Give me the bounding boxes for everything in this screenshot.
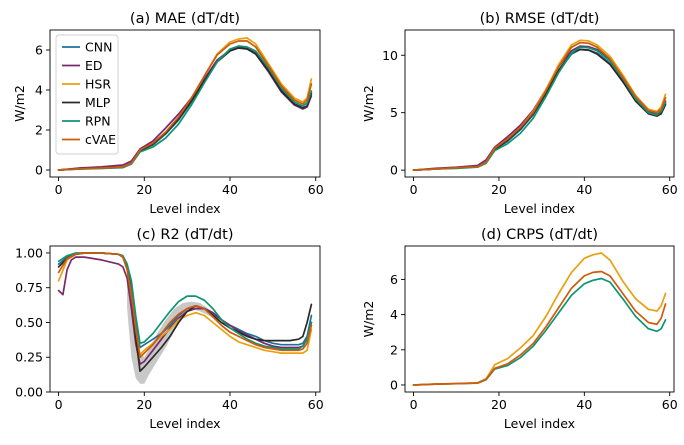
legend-label-cvae: cVAE [85, 132, 116, 147]
x-tick-label: 40 [222, 397, 238, 412]
y-tick-label: 0.00 [15, 385, 43, 400]
legend-label-hsr: HSR [85, 77, 111, 92]
series-line-cvae [57, 252, 313, 359]
x-tick-label: 0 [55, 397, 63, 412]
y-tick-label: 0.75 [15, 280, 43, 295]
x-tick-label: 40 [222, 182, 238, 197]
x-tick-label: 60 [662, 182, 678, 197]
chart-title: (c) R2 (dT/dt) [137, 227, 234, 243]
x-tick-label: 20 [136, 397, 152, 412]
series-line-cvae [57, 40, 313, 171]
y-tick-label: 4 [35, 83, 43, 98]
axes-frame [404, 245, 675, 393]
x-axis-label: Level index [504, 201, 575, 216]
y-tick-label: 0.25 [15, 350, 43, 365]
x-tick-label: 20 [491, 397, 507, 412]
chart-title: (a) MAE (dT/dt) [130, 11, 240, 27]
axes-frame [404, 29, 675, 178]
series-line-cvae [412, 270, 667, 386]
x-tick-label: 60 [308, 182, 324, 197]
legend: CNN ED HSR MLP RPN cVAE [55, 34, 119, 155]
series-line-cvae [412, 41, 667, 171]
x-tick-label: 20 [491, 182, 507, 197]
panel-crps: 0 20 40 60 0 2 4 6 (d) CRPS (dT/dt) Level index W/… [361, 227, 678, 431]
x-axis-label: Level index [149, 201, 220, 216]
x-tick-label: 40 [576, 397, 592, 412]
y-tick-label: 0 [390, 377, 398, 392]
x-tick-label: 0 [410, 182, 418, 197]
panel-rmse: 0 20 40 60 0 5 10 (b) RMSE (dT/dt) Level index W/… [361, 11, 678, 216]
legend-label-ed: ED [85, 58, 103, 73]
legend-label-cnn: CNN [85, 40, 112, 55]
y-tick-label: 10 [382, 48, 398, 63]
x-tick-label: 0 [410, 397, 418, 412]
x-tick-label: 60 [308, 397, 324, 412]
panel-mae: 0 20 40 60 0 2 4 6 (a) MAE (dT/dt) Level index W/m… [12, 11, 324, 216]
y-tick-label: 6 [35, 43, 43, 58]
y-tick-label: 0 [390, 163, 398, 178]
y-tick-label: 2 [390, 342, 398, 357]
y-tick-label: 0 [35, 163, 43, 178]
y-tick-label: 5 [390, 105, 398, 120]
x-tick-label: 40 [576, 182, 592, 197]
y-tick-label: 0.50 [15, 315, 43, 330]
legend-label-rpn: RPN [85, 114, 111, 129]
y-tick-label: 6 [390, 272, 398, 287]
panel-r2: 0 20 40 60 0.00 0.25 0.50 0.75 1.00 (c) R2 (dT/dt… [15, 227, 324, 431]
x-axis-label: Level index [149, 416, 220, 431]
chart-title: (b) RMSE (dT/dt) [480, 11, 600, 27]
y-tick-label: 1.00 [15, 245, 43, 260]
legend-label-mlp: MLP [85, 95, 111, 110]
chart-title: (d) CRPS (dT/dt) [481, 227, 598, 243]
x-axis-label: Level index [504, 416, 575, 431]
y-axis-label: W/m2 [12, 85, 27, 122]
y-tick-label: 2 [35, 123, 43, 138]
axes-frame [49, 245, 321, 393]
y-tick-label: 4 [390, 307, 398, 322]
x-tick-label: 60 [662, 397, 678, 412]
y-axis-label: W/m2 [361, 301, 376, 338]
axes-frame [49, 29, 321, 178]
x-tick-label: 20 [136, 182, 152, 197]
y-axis-label: W/m2 [361, 85, 376, 122]
x-tick-label: 0 [55, 182, 63, 197]
series-line-ed [57, 256, 313, 366]
